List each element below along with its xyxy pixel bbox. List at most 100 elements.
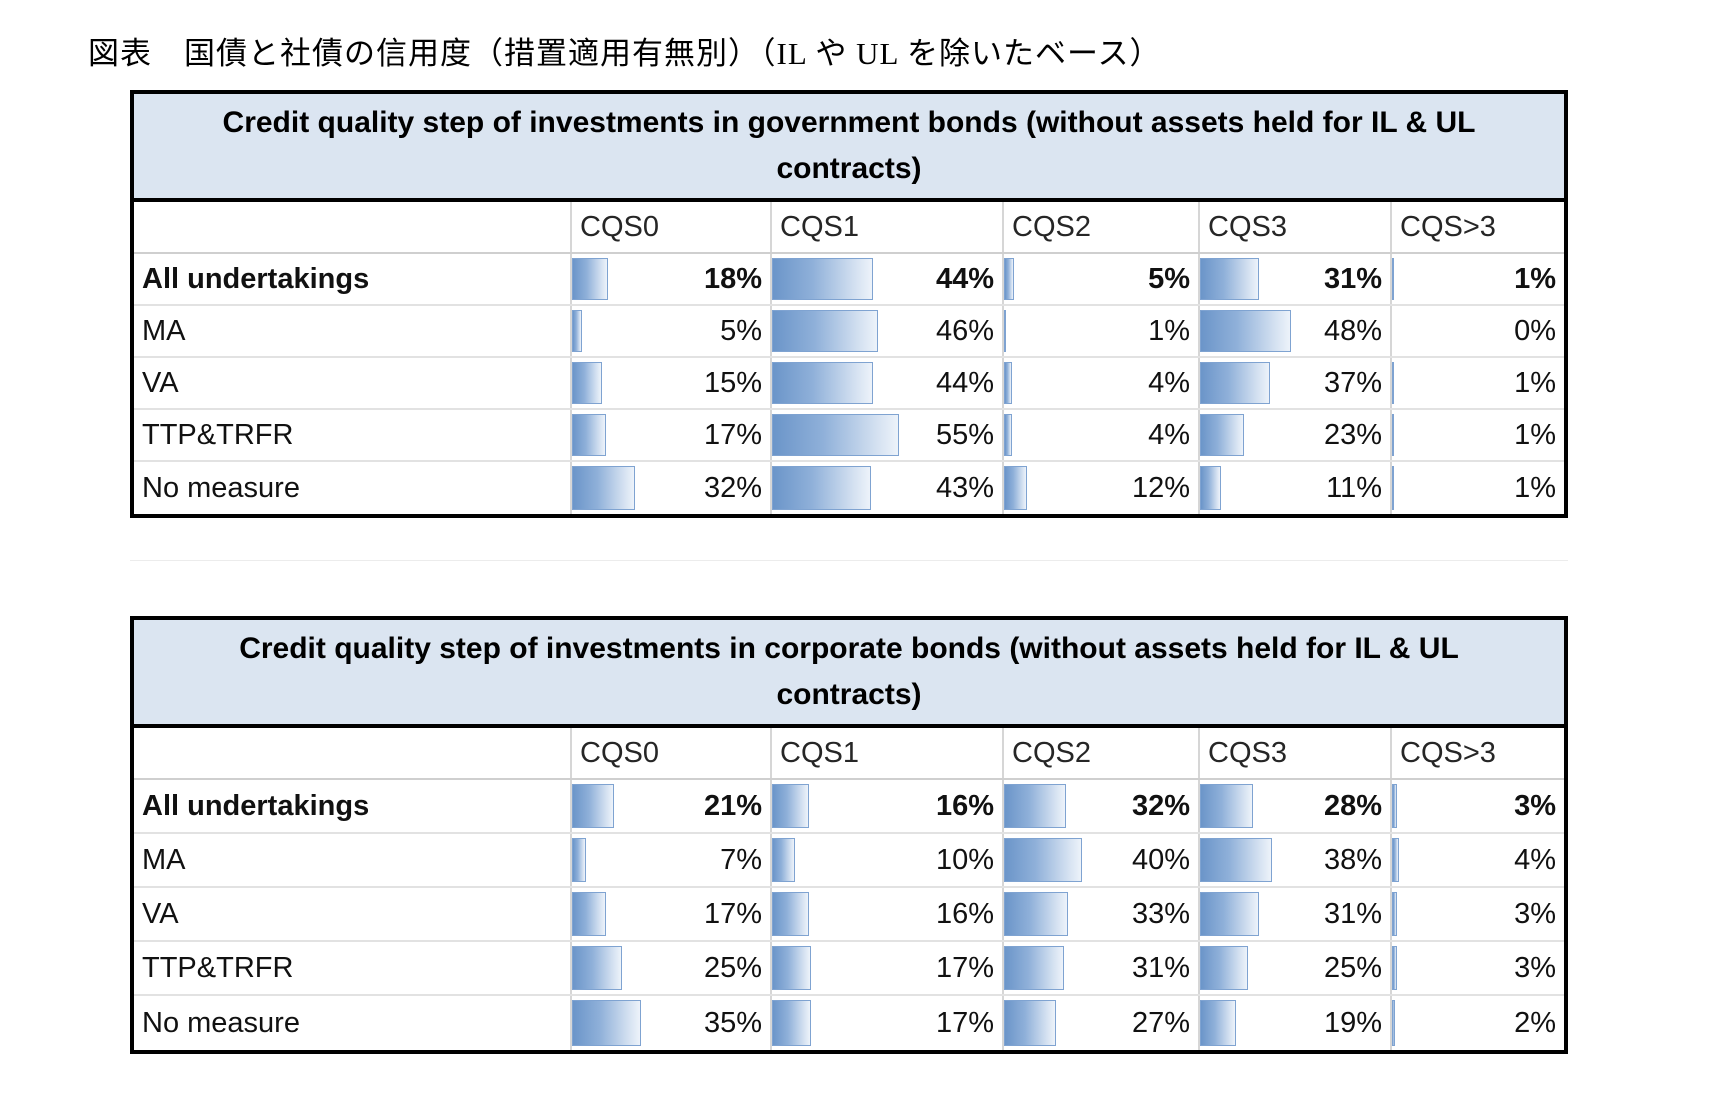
table-row: VA 17% 16% 33% 31% 3% xyxy=(134,888,1564,942)
value-cell: 31% xyxy=(1198,254,1390,304)
value-cell: 32% xyxy=(1002,780,1198,832)
value-text: 21% xyxy=(703,789,762,822)
value-cell: 4% xyxy=(1002,358,1198,408)
value-text: 55% xyxy=(935,418,994,451)
data-bar xyxy=(572,258,608,300)
data-bar xyxy=(1392,784,1398,828)
value-text: 3% xyxy=(1514,789,1556,822)
row-label: All undertakings xyxy=(142,262,370,295)
value-text: 17% xyxy=(703,418,762,451)
value-cell: 32% xyxy=(570,462,770,514)
value-cell: 5% xyxy=(1002,254,1198,304)
value-text: 25% xyxy=(703,951,762,984)
data-bar xyxy=(772,414,899,456)
value-text: 44% xyxy=(935,366,994,399)
column-header-cqs3: CQS3 xyxy=(1198,728,1390,778)
value-cell: 25% xyxy=(1198,942,1390,994)
value-cell: 23% xyxy=(1198,410,1390,460)
data-bar xyxy=(1200,466,1221,510)
table-title: Credit quality step of investments in go… xyxy=(134,94,1564,202)
value-cell: 46% xyxy=(770,306,1002,356)
data-bar xyxy=(1004,310,1006,352)
data-bar xyxy=(772,838,795,882)
value-text: 10% xyxy=(935,843,994,876)
column-header-cqs3: CQS3 xyxy=(1198,202,1390,252)
row-label: VA xyxy=(142,366,179,399)
value-text: 40% xyxy=(1131,843,1190,876)
data-bar xyxy=(1392,1000,1396,1046)
value-cell: 3% xyxy=(1390,888,1564,940)
value-cell: 2% xyxy=(1390,996,1564,1050)
row-label: No measure xyxy=(142,471,300,504)
data-bar xyxy=(1392,838,1399,882)
value-cell: 40% xyxy=(1002,834,1198,886)
value-text: 7% xyxy=(720,843,762,876)
value-cell: 1% xyxy=(1390,410,1564,460)
value-cell: 10% xyxy=(770,834,1002,886)
value-cell: 28% xyxy=(1198,780,1390,832)
value-text: 17% xyxy=(935,1006,994,1039)
data-bar xyxy=(1004,414,1012,456)
data-bar xyxy=(1004,258,1014,300)
value-cell: 17% xyxy=(770,942,1002,994)
value-cell: 1% xyxy=(1002,306,1198,356)
value-cell: 4% xyxy=(1390,834,1564,886)
value-cell: 21% xyxy=(570,780,770,832)
column-header-cqs1: CQS1 xyxy=(770,728,1002,778)
value-cell: 7% xyxy=(570,834,770,886)
data-bar xyxy=(772,946,812,990)
value-cell: 38% xyxy=(1198,834,1390,886)
value-cell: 3% xyxy=(1390,780,1564,832)
value-cell: 25% xyxy=(570,942,770,994)
value-cell: 27% xyxy=(1002,996,1198,1050)
value-cell: 17% xyxy=(570,888,770,940)
value-text: 1% xyxy=(1514,262,1556,295)
value-text: 31% xyxy=(1131,951,1190,984)
value-text: 4% xyxy=(1514,843,1556,876)
data-bar xyxy=(572,784,614,828)
table-row: All undertakings 18% 44% 5% 31% 1% xyxy=(134,254,1564,306)
table-row: VA 15% 44% 4% 37% 1% xyxy=(134,358,1564,410)
table-body: All undertakings 21% 16% 32% 28% 3% MA 7% 10% 40%… xyxy=(134,780,1564,1050)
value-text: 15% xyxy=(703,366,762,399)
data-bar xyxy=(1392,258,1394,300)
value-text: 12% xyxy=(1131,471,1190,504)
data-bar xyxy=(1200,414,1244,456)
data-bar xyxy=(1392,414,1394,456)
data-bar xyxy=(1200,258,1259,300)
data-bar xyxy=(1200,946,1248,990)
value-text: 18% xyxy=(703,262,762,295)
value-text: 1% xyxy=(1514,418,1556,451)
corporate-bonds-table: Credit quality step of investments in co… xyxy=(130,616,1568,1054)
value-cell: 44% xyxy=(770,254,1002,304)
value-cell: 16% xyxy=(770,888,1002,940)
value-cell: 17% xyxy=(770,996,1002,1050)
data-bar xyxy=(572,414,606,456)
value-text: 3% xyxy=(1514,951,1556,984)
value-cell: 17% xyxy=(570,410,770,460)
data-bar xyxy=(772,362,874,404)
value-text: 11% xyxy=(1326,471,1382,504)
column-header-cqs-gt3: CQS>3 xyxy=(1390,202,1564,252)
value-cell: 44% xyxy=(770,358,1002,408)
value-text: 5% xyxy=(720,314,762,347)
data-bar xyxy=(1200,892,1259,936)
data-bar xyxy=(572,310,582,352)
value-text: 38% xyxy=(1323,843,1382,876)
data-bar xyxy=(1392,946,1398,990)
value-cell: 4% xyxy=(1002,410,1198,460)
data-bar xyxy=(1200,362,1271,404)
table-header-row: CQS0 CQS1 CQS2 CQS3 CQS>3 xyxy=(134,728,1564,780)
value-text: 35% xyxy=(703,1006,762,1039)
table-title: Credit quality step of investments in co… xyxy=(134,620,1564,728)
value-cell: 31% xyxy=(1002,942,1198,994)
table-row: MA 5% 46% 1% 48% 0% xyxy=(134,306,1564,358)
government-bonds-table: Credit quality step of investments in go… xyxy=(130,90,1568,518)
value-cell: 15% xyxy=(570,358,770,408)
table-body: All undertakings 18% 44% 5% 31% 1% MA 5% 46% 1% 48… xyxy=(134,254,1564,514)
column-header-cqs0: CQS0 xyxy=(570,202,770,252)
data-bar xyxy=(1004,946,1065,990)
value-cell: 33% xyxy=(1002,888,1198,940)
column-header-cqs0: CQS0 xyxy=(570,728,770,778)
value-text: 37% xyxy=(1323,366,1382,399)
